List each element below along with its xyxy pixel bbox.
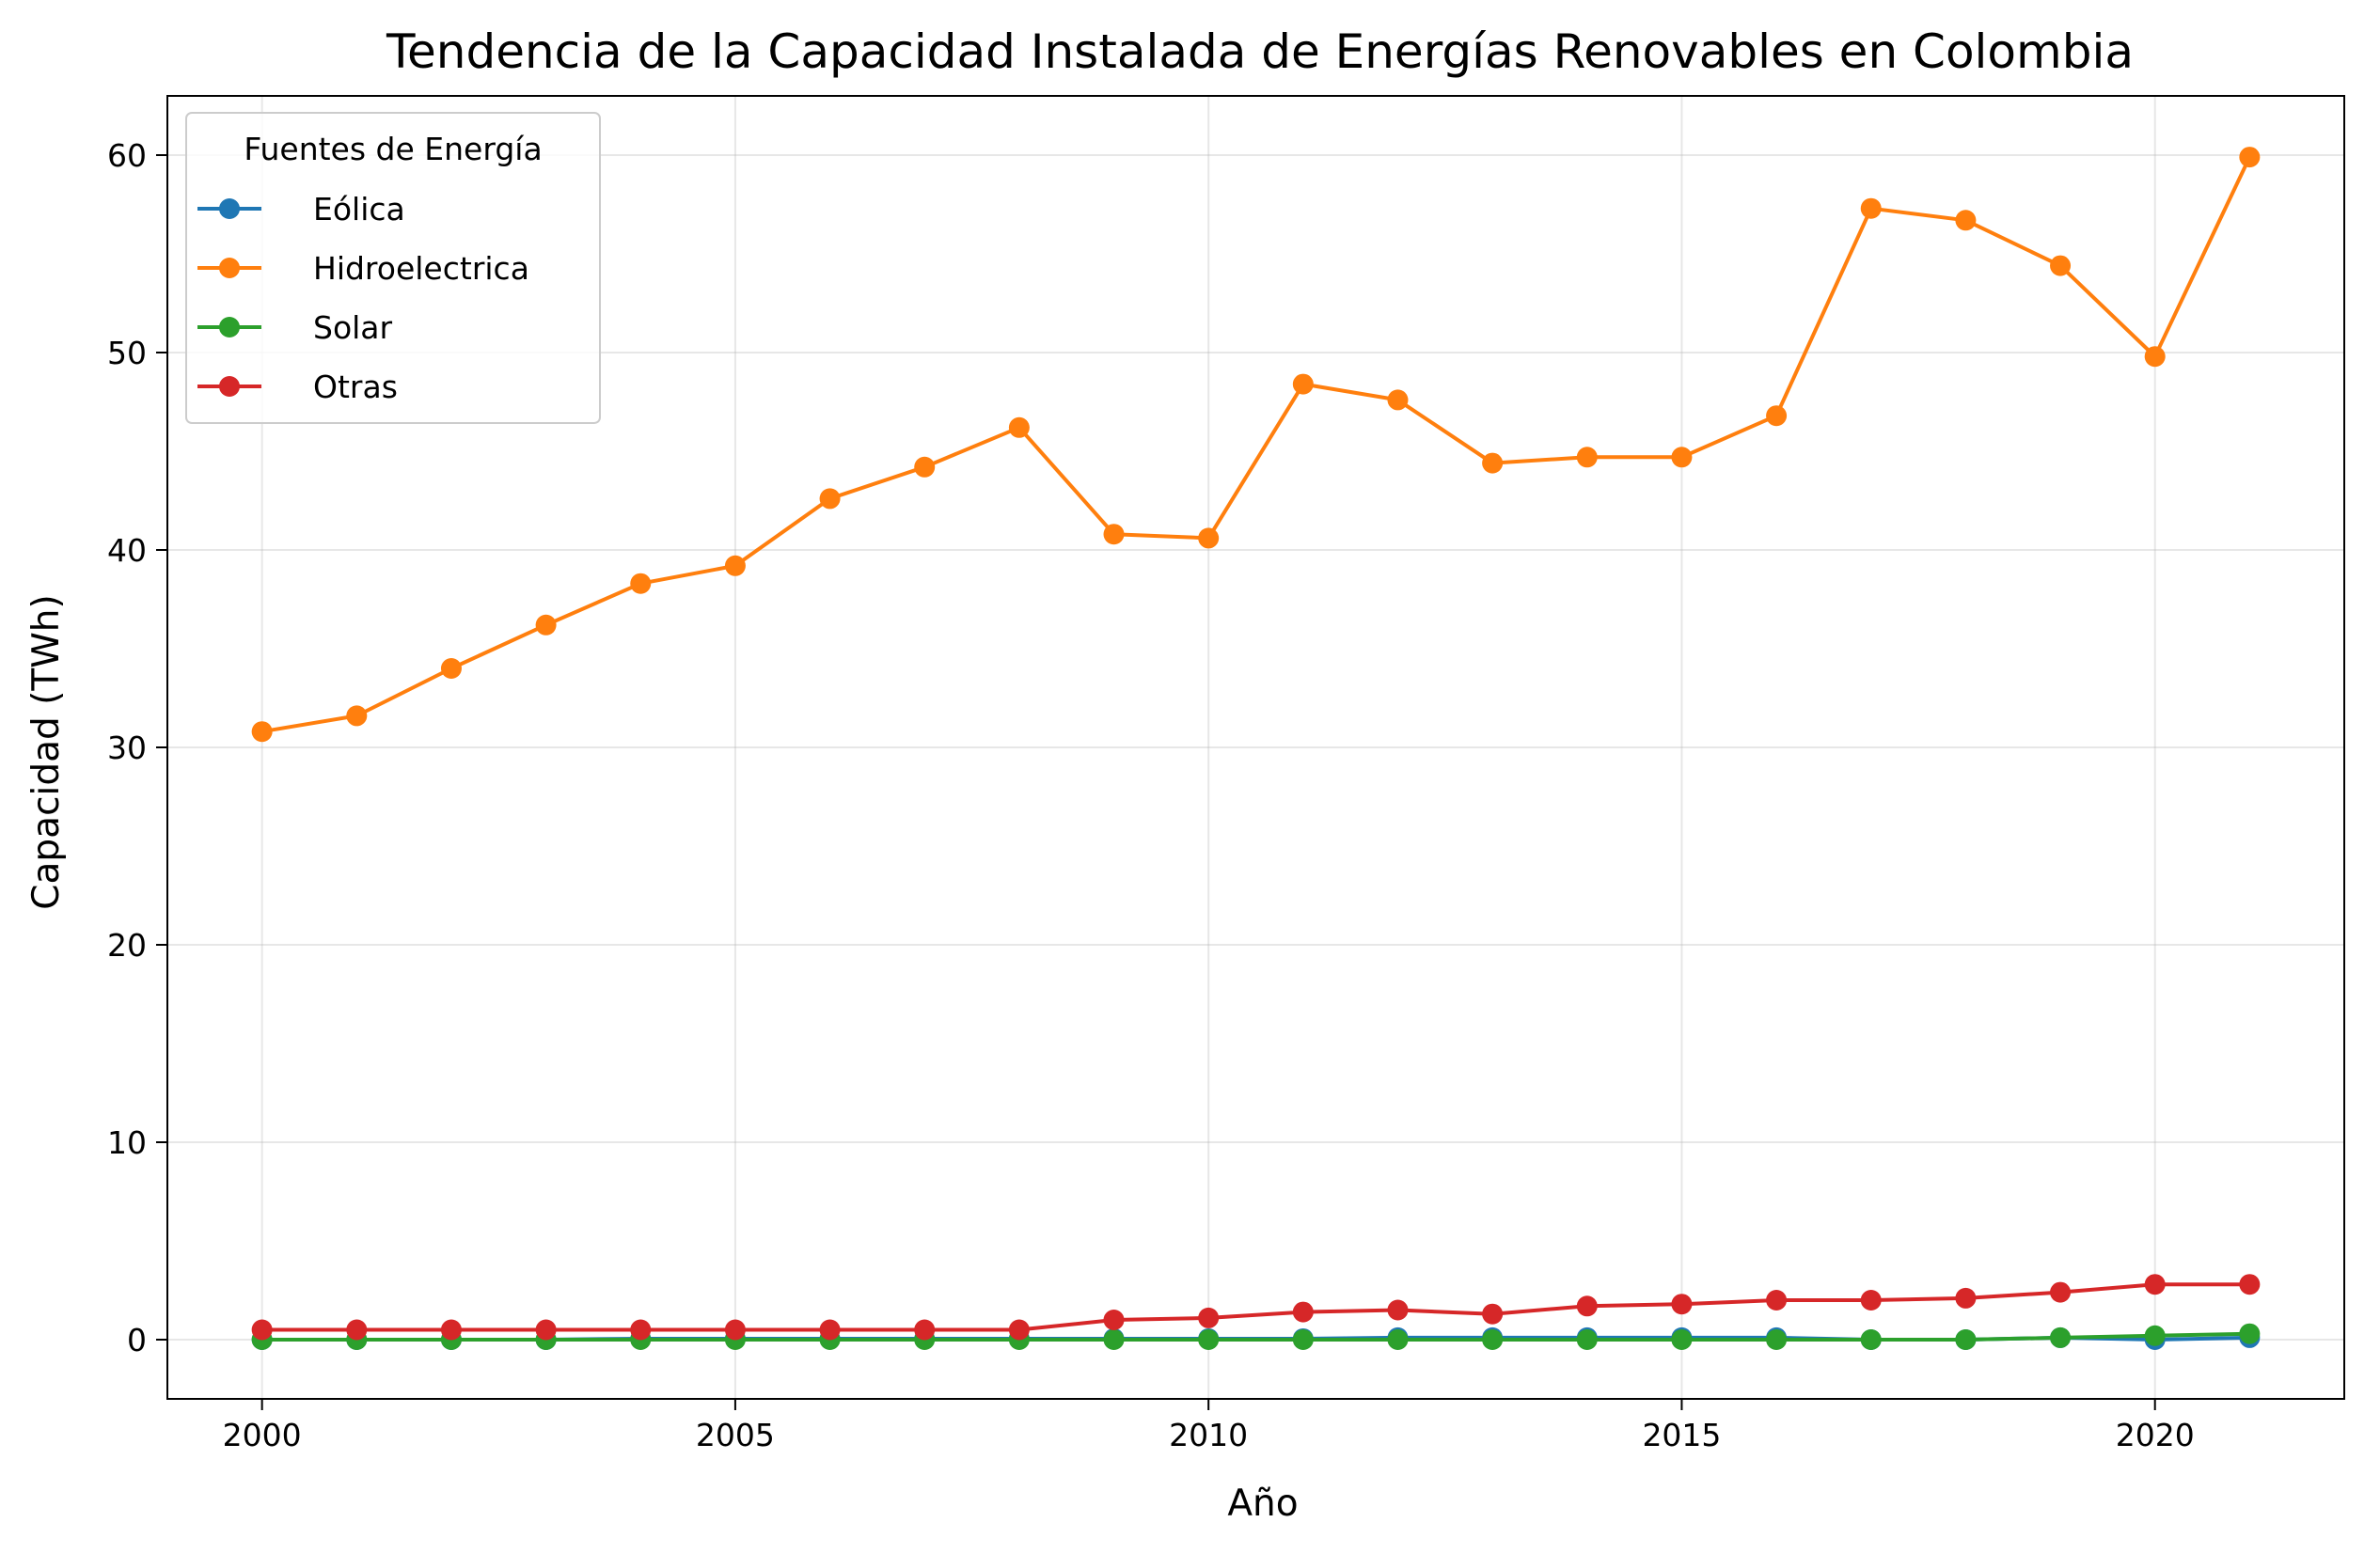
y-tick-label: 0 (127, 1322, 147, 1358)
y-axis-label: Capacidad (TWh) (25, 594, 68, 909)
data-point-hidroelectrica (1766, 405, 1788, 427)
data-point-hidroelectrica (346, 705, 368, 727)
series-line-solar (261, 1331, 2250, 1342)
data-point-hidroelectrica (2050, 255, 2072, 276)
data-point-otras (346, 1319, 368, 1341)
y-tick-label: 50 (107, 335, 147, 371)
data-point-otras (2239, 1274, 2261, 1295)
x-tick-label: 2020 (2116, 1417, 2195, 1453)
y-tick-label: 20 (107, 927, 147, 964)
data-point-hidroelectrica (2144, 346, 2166, 368)
data-point-hidroelectrica (2239, 147, 2261, 168)
data-point-solar (2239, 1323, 2261, 1344)
data-point-solar (1671, 1329, 1693, 1350)
x-axis-label: Año (1227, 1483, 1298, 1525)
data-point-solar (1387, 1329, 1409, 1350)
x-tick-label: 2010 (1169, 1417, 1248, 1453)
legend-marker (219, 258, 240, 278)
series-hidroelectrica (251, 147, 2261, 743)
data-point-otras (251, 1319, 273, 1341)
x-tick-label: 2000 (223, 1417, 302, 1453)
data-point-otras (2144, 1274, 2166, 1295)
data-point-solar (1482, 1329, 1504, 1350)
legend-item-otras: Otras (197, 369, 398, 405)
data-point-otras (1955, 1287, 1977, 1309)
data-point-hidroelectrica (440, 658, 462, 679)
legend-label: Eólica (313, 191, 405, 228)
legend-title: Fuentes de Energía (244, 131, 542, 167)
y-tick-label: 60 (107, 137, 147, 174)
legend-marker (219, 376, 240, 397)
legend-label: Otras (313, 369, 398, 405)
data-point-hidroelectrica (1292, 373, 1314, 395)
legend-item-eolica: Eólica (197, 191, 405, 228)
data-point-otras (819, 1319, 841, 1341)
legend-label: Hidroelectrica (313, 250, 529, 287)
data-point-hidroelectrica (1387, 389, 1409, 411)
y-tick-label: 30 (107, 730, 147, 766)
data-point-solar (2050, 1326, 2072, 1348)
data-point-solar (1198, 1329, 1220, 1350)
data-point-hidroelectrica (1198, 527, 1220, 549)
data-point-otras (1387, 1299, 1409, 1321)
data-point-otras (440, 1319, 462, 1341)
chart-title: Tendencia de la Capacidad Instalada de E… (386, 24, 2134, 79)
data-point-otras (1198, 1307, 1220, 1328)
series-otras (251, 1274, 2261, 1341)
y-axis: 0 10 20 30 40 50 60 (107, 137, 167, 1358)
data-point-otras (1103, 1310, 1125, 1330)
data-point-hidroelectrica (1860, 197, 1882, 219)
data-point-solar (1766, 1329, 1788, 1350)
data-point-hidroelectrica (819, 488, 841, 510)
data-point-hidroelectrica (914, 456, 936, 478)
series-line-hidroelectrica (261, 156, 2252, 734)
x-axis: 2000 2005 2010 2015 2020 (223, 1399, 2195, 1453)
data-point-otras (1482, 1303, 1504, 1325)
x-tick-label: 2015 (1642, 1417, 1721, 1453)
data-point-solar (2144, 1325, 2166, 1346)
data-point-otras (535, 1319, 557, 1341)
data-point-otras (1671, 1294, 1693, 1315)
data-point-hidroelectrica (1671, 447, 1693, 468)
data-point-solar (1860, 1329, 1882, 1350)
data-point-hidroelectrica (630, 573, 652, 594)
data-point-hidroelectrica (1482, 452, 1504, 474)
legend-item-hidroelectrica: Hidroelectrica (197, 250, 529, 287)
data-point-hidroelectrica (535, 614, 557, 636)
data-point-otras (914, 1319, 936, 1341)
legend-label: Solar (313, 309, 393, 346)
data-point-hidroelectrica (1103, 524, 1125, 545)
data-point-hidroelectrica (1576, 447, 1598, 468)
grid (167, 96, 2344, 1399)
legend-marker (219, 198, 240, 219)
legend-marker (219, 317, 240, 337)
data-point-solar (1103, 1329, 1125, 1350)
data-point-hidroelectrica (1008, 416, 1030, 438)
data-point-hidroelectrica (724, 555, 746, 576)
legend: Fuentes de Energía Eólica Hidroelectrica So… (185, 112, 601, 424)
data-point-otras (1860, 1290, 1882, 1311)
data-point-otras (724, 1319, 746, 1341)
data-point-otras (1766, 1290, 1788, 1311)
data-point-otras (630, 1319, 652, 1341)
series-line-otras (261, 1282, 2250, 1332)
data-point-hidroelectrica (251, 721, 273, 743)
y-tick-label: 40 (107, 532, 147, 569)
y-tick-label: 10 (107, 1124, 147, 1161)
x-tick-label: 2005 (696, 1417, 775, 1453)
data-point-solar (1955, 1329, 1977, 1350)
legend-item-solar: Solar (197, 309, 393, 346)
data-point-solar (1292, 1329, 1314, 1350)
data-point-otras (1008, 1319, 1030, 1341)
data-point-solar (1576, 1329, 1598, 1350)
data-point-otras (1576, 1295, 1598, 1317)
data-point-hidroelectrica (1955, 210, 1977, 231)
legend-box (185, 112, 601, 424)
data-point-otras (2050, 1281, 2072, 1303)
data-point-otras (1292, 1301, 1314, 1323)
series-layer (251, 147, 2261, 1350)
